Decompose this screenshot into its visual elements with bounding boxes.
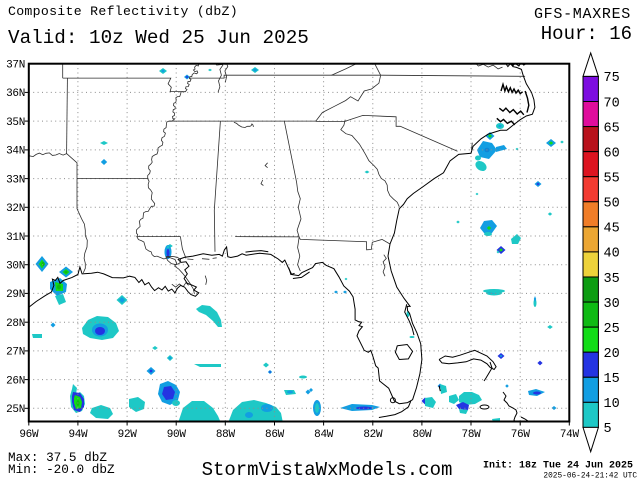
svg-text:StormVistaWxModels.com: StormVistaWxModels.com <box>202 459 453 480</box>
svg-text:84W: 84W <box>314 429 334 441</box>
svg-text:82W: 82W <box>363 429 383 441</box>
svg-text:5: 5 <box>604 422 612 437</box>
svg-text:96W: 96W <box>19 429 39 441</box>
svg-text:29N: 29N <box>6 289 25 301</box>
svg-text:Min: -20.0 dbZ: Min: -20.0 dbZ <box>8 462 115 477</box>
svg-text:25: 25 <box>604 322 620 337</box>
svg-text:10: 10 <box>604 397 620 412</box>
svg-text:32N: 32N <box>6 203 25 215</box>
svg-text:28N: 28N <box>6 318 25 330</box>
svg-text:65: 65 <box>604 121 620 136</box>
svg-text:30: 30 <box>604 297 620 312</box>
svg-text:Composite Reflectivity (dbZ): Composite Reflectivity (dbZ) <box>8 4 238 19</box>
svg-text:80W: 80W <box>412 429 432 441</box>
svg-text:75: 75 <box>604 71 620 86</box>
svg-text:Valid: 10z Wed 25 Jun 2025: Valid: 10z Wed 25 Jun 2025 <box>8 27 309 49</box>
svg-text:92W: 92W <box>118 429 138 441</box>
svg-text:36N: 36N <box>6 88 25 100</box>
svg-text:90W: 90W <box>167 429 187 441</box>
svg-text:40: 40 <box>604 247 620 262</box>
svg-text:88W: 88W <box>216 429 236 441</box>
svg-text:55: 55 <box>604 172 620 187</box>
svg-text:35N: 35N <box>6 117 25 129</box>
svg-text:25N: 25N <box>6 404 25 416</box>
svg-text:20: 20 <box>604 347 620 362</box>
svg-text:76W: 76W <box>511 429 531 441</box>
svg-text:30N: 30N <box>6 261 25 273</box>
svg-text:GFS-MAXRES: GFS-MAXRES <box>534 6 631 23</box>
svg-text:37N: 37N <box>6 60 25 72</box>
svg-text:74W: 74W <box>560 429 580 441</box>
svg-text:94W: 94W <box>68 429 88 441</box>
svg-text:26N: 26N <box>6 375 25 387</box>
svg-text:86W: 86W <box>265 429 285 441</box>
svg-text:Init: 18z Tue 24 Jun 2025: Init: 18z Tue 24 Jun 2025 <box>483 460 633 472</box>
svg-text:Max: 37.5 dbZ: Max: 37.5 dbZ <box>8 450 107 465</box>
svg-text:78W: 78W <box>462 429 482 441</box>
svg-text:15: 15 <box>604 372 620 387</box>
svg-text:35: 35 <box>604 272 620 287</box>
svg-text:2025-06-24-21:42 UTC: 2025-06-24-21:42 UTC <box>543 473 637 480</box>
svg-text:45: 45 <box>604 222 620 237</box>
svg-text:33N: 33N <box>6 174 25 186</box>
svg-text:50: 50 <box>604 197 620 212</box>
svg-text:31N: 31N <box>6 232 25 244</box>
svg-text:70: 70 <box>604 96 620 111</box>
svg-text:60: 60 <box>604 146 620 161</box>
svg-text:34N: 34N <box>6 146 25 158</box>
svg-text:27N: 27N <box>6 347 25 359</box>
svg-text:Hour: 16: Hour: 16 <box>541 23 632 45</box>
